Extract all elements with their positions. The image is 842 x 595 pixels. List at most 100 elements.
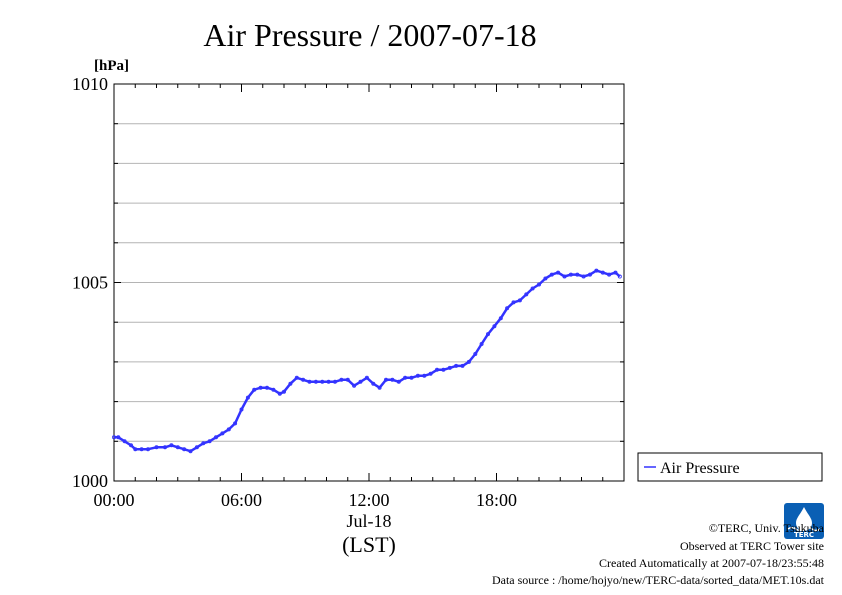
x-tick-label: 00:00 (93, 490, 134, 510)
data-point (313, 379, 318, 384)
credit-created: Created Automatically at 2007-07-18/23:5… (599, 556, 824, 570)
data-point (537, 282, 542, 287)
x-tick-label: 12:00 (348, 490, 389, 510)
data-point (403, 375, 408, 380)
data-point (220, 431, 225, 436)
data-point (556, 270, 561, 275)
data-point (428, 371, 433, 376)
data-point (288, 381, 293, 386)
data-point (409, 375, 414, 380)
data-point (139, 447, 144, 452)
data-point (383, 377, 388, 382)
x-axis-date-label: Jul-18 (347, 511, 392, 531)
series-line (114, 269, 621, 453)
data-point (352, 383, 357, 388)
y-axis-unit-label: [hPa] (94, 58, 129, 74)
data-point (294, 375, 299, 380)
credit-copyright: ©TERC, Univ. Tsukuba (708, 521, 824, 535)
data-point (239, 407, 244, 412)
data-point (524, 292, 529, 297)
data-point (454, 363, 459, 368)
data-point (252, 387, 257, 392)
data-point (358, 379, 363, 384)
data-point (169, 443, 174, 448)
data-point (371, 381, 376, 386)
data-point (264, 385, 269, 390)
data-point (281, 389, 286, 394)
data-point (581, 274, 586, 279)
y-tick-label: 1005 (72, 273, 108, 293)
x-tick-label: 06:00 (221, 490, 262, 510)
data-point (575, 272, 580, 277)
data-point (175, 445, 180, 450)
terc-logo: TERC (784, 503, 824, 539)
data-point (122, 439, 127, 444)
data-point (607, 272, 612, 277)
data-point (128, 443, 133, 448)
data-point (415, 373, 420, 378)
series-air-pressure (112, 268, 622, 454)
data-point (505, 306, 510, 311)
data-point (245, 395, 250, 400)
x-axis: 00:00 06:00 12:00 18:00 (93, 84, 625, 510)
y-axis: 1000 1005 1010 (72, 74, 624, 491)
data-point (326, 379, 331, 384)
y-tick-label: 1000 (72, 471, 108, 491)
data-point (133, 447, 138, 452)
legend: Air Pressure (637, 452, 823, 482)
data-point (568, 272, 573, 277)
data-point (485, 332, 490, 337)
data-point (422, 373, 427, 378)
legend-label: Air Pressure (660, 460, 740, 477)
credit-site: Observed at TERC Tower site (679, 539, 824, 553)
data-point (364, 375, 369, 380)
data-point (301, 377, 306, 382)
data-point (396, 379, 401, 384)
data-point (188, 449, 193, 454)
data-point (562, 274, 567, 279)
data-point (207, 439, 212, 444)
data-point (332, 379, 337, 384)
data-point (233, 421, 238, 426)
legend-box (637, 452, 823, 482)
data-point (258, 385, 263, 390)
data-point (162, 445, 167, 450)
data-point (112, 435, 117, 440)
data-point (154, 445, 159, 450)
data-point (517, 298, 522, 303)
x-axis-title: (LST) (342, 532, 396, 557)
data-point (588, 272, 593, 277)
terc-logo-text: TERC (794, 531, 814, 539)
data-point (182, 447, 187, 452)
credit-source: Data source : /home/hojyo/new/TERC-data/… (491, 573, 824, 587)
data-point (377, 385, 382, 390)
x-tick-label: 18:00 (476, 490, 517, 510)
data-point (511, 300, 516, 305)
data-point (320, 379, 325, 384)
data-point (600, 270, 605, 275)
y-tick-label: 1010 (72, 74, 108, 94)
chart-title: Air Pressure / 2007-07-18 (203, 17, 536, 53)
data-point (543, 276, 548, 281)
data-point (594, 268, 599, 273)
data-point (492, 324, 497, 329)
data-point (339, 377, 344, 382)
data-point (271, 387, 276, 392)
data-point (201, 441, 206, 446)
data-point (213, 435, 218, 440)
data-point (277, 391, 282, 396)
data-point (498, 316, 503, 321)
data-point (479, 341, 484, 346)
data-point (390, 377, 395, 382)
data-point (441, 367, 446, 372)
data-point (549, 272, 554, 277)
grid-lines (114, 123, 624, 442)
data-point (530, 286, 535, 291)
data-point (460, 363, 465, 368)
data-point (613, 270, 618, 275)
data-point (617, 274, 622, 279)
data-point (473, 351, 478, 356)
data-point (447, 365, 452, 370)
data-point (194, 445, 199, 450)
